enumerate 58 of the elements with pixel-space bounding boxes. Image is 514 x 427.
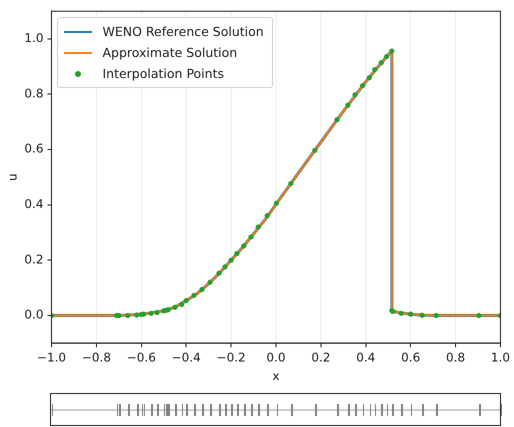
point — [191, 292, 197, 298]
point — [345, 102, 350, 108]
x-tick-label: −0.6 — [126, 350, 156, 365]
y-tick-label: 1.0 — [24, 30, 44, 45]
point — [179, 302, 184, 308]
x-tick-label: 1.0 — [490, 350, 510, 365]
point — [312, 148, 318, 153]
y-axis-title: u — [5, 173, 20, 182]
point — [166, 307, 171, 312]
point — [398, 310, 404, 316]
point — [378, 60, 384, 66]
point — [199, 286, 204, 292]
point — [148, 310, 154, 316]
point — [372, 66, 378, 72]
x-tick-label: 0.2 — [311, 350, 330, 365]
point — [476, 312, 482, 318]
point — [216, 270, 222, 276]
y-tick-label: 0.2 — [24, 252, 44, 266]
point — [256, 224, 261, 230]
point — [222, 264, 228, 270]
point — [134, 312, 140, 318]
point — [288, 180, 294, 186]
x-tick-label: −0.2 — [216, 350, 246, 365]
legend-label: WENO Reference Solution — [102, 24, 264, 40]
y-tick-label: 0.4 — [24, 196, 44, 211]
x-tick-label: 0.6 — [401, 350, 420, 365]
y-tick-label: 0.0 — [24, 308, 44, 322]
x-tick-label: −0.8 — [82, 350, 111, 365]
point — [352, 92, 358, 98]
point — [234, 250, 240, 256]
y-tick-label: 0.8 — [24, 86, 44, 100]
point — [207, 280, 213, 285]
point — [125, 312, 130, 318]
x-axis-title: x — [272, 368, 280, 383]
x-tick-label: 0.4 — [356, 350, 376, 365]
legend-label: Interpolation Points — [102, 66, 224, 82]
point — [184, 298, 189, 304]
y-tick-label: 0.6 — [24, 142, 44, 156]
point — [408, 312, 414, 317]
x-tick-label: −0.4 — [172, 350, 201, 365]
point — [420, 312, 425, 318]
point — [241, 243, 246, 248]
point — [172, 304, 178, 310]
point — [228, 258, 234, 263]
x-tick-label: −1.0 — [36, 350, 66, 365]
point — [274, 200, 280, 206]
point — [334, 117, 340, 122]
x-tick-label: 0.8 — [446, 350, 466, 365]
point — [154, 310, 160, 316]
point — [248, 234, 254, 240]
point — [360, 83, 366, 88]
point — [389, 48, 394, 54]
legend-label: Approximate Solution — [102, 45, 238, 60]
point — [264, 213, 270, 218]
point — [384, 54, 390, 60]
point — [434, 312, 439, 318]
point — [366, 75, 372, 80]
x-tick-label: 0.0 — [266, 350, 286, 365]
